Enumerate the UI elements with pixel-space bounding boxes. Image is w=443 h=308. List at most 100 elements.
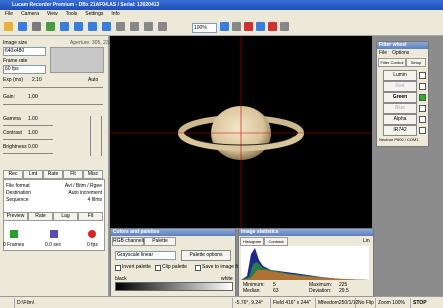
- toolbar-button[interactable]: [130, 22, 139, 31]
- tab[interactable]: Flt: [78, 212, 103, 221]
- toolbar-button[interactable]: [60, 22, 69, 31]
- label: Exp (ms): [3, 77, 23, 83]
- window-title: Lucam Recorder Premium - DBx 21AF04.AS /…: [12, 2, 159, 8]
- colors-panel: Colors and palettes RGB channels Palette …: [110, 228, 236, 297]
- zoom-combo[interactable]: 100%: [192, 23, 217, 33]
- menu-item[interactable]: File: [5, 10, 13, 19]
- image-size-combo[interactable]: 640x480: [3, 47, 46, 56]
- checkbox[interactable]: [419, 83, 426, 90]
- menu: File Options: [379, 50, 414, 56]
- frame-rate-combo[interactable]: 60 fps: [3, 65, 46, 74]
- toolbar-button[interactable]: [4, 22, 13, 31]
- checkbox[interactable]: [419, 94, 426, 101]
- play-button[interactable]: [10, 230, 18, 238]
- toolbar-button[interactable]: [158, 22, 167, 31]
- tab[interactable]: Contrast: [264, 237, 288, 246]
- checkbox[interactable]: [419, 116, 426, 123]
- toolbar-button[interactable]: [116, 22, 125, 31]
- slider: [90, 116, 91, 156]
- toolbar-button[interactable]: [144, 22, 153, 31]
- checkbox[interactable]: [419, 105, 426, 112]
- counter: 0 fps: [87, 242, 98, 248]
- tab[interactable]: Preview: [3, 212, 28, 221]
- menu-item[interactable]: Tools: [66, 10, 78, 19]
- checkbox[interactable]: [155, 265, 161, 271]
- menu-item[interactable]: Options: [392, 50, 409, 56]
- toolbar-button[interactable]: [32, 22, 41, 31]
- label: Lin: [363, 238, 370, 244]
- toolbar-button[interactable]: [18, 22, 27, 31]
- menu-item[interactable]: File: [379, 50, 387, 56]
- tab[interactable]: Flt: [63, 170, 83, 179]
- toolbar-button[interactable]: [280, 22, 289, 31]
- left-panel: Image size Aperture: 305, 230 640x480 Fr…: [0, 36, 109, 296]
- tab[interactable]: Filter Control: [378, 58, 406, 67]
- slider: [101, 116, 102, 156]
- toolbar-button[interactable]: [220, 22, 229, 31]
- toolbar-button[interactable]: [244, 22, 253, 31]
- toolbar-button[interactable]: [46, 22, 55, 31]
- stat-value: 29.5: [339, 288, 349, 294]
- filter-button[interactable]: Red: [383, 81, 417, 92]
- label: Brightness: [3, 144, 27, 150]
- toolbar: [0, 19, 443, 36]
- tab[interactable]: Rate: [43, 170, 63, 179]
- checkbox[interactable]: [195, 265, 201, 271]
- filter-button[interactable]: IR742: [383, 125, 417, 136]
- checkbox[interactable]: [419, 127, 426, 134]
- slider: [3, 87, 103, 88]
- palette-options-button[interactable]: Palette options: [181, 250, 231, 261]
- filter-button[interactable]: Alpha: [383, 114, 417, 125]
- menu-item[interactable]: Info: [111, 10, 119, 19]
- slider: [3, 125, 53, 126]
- status-field: -5.76°, 9.24°: [232, 298, 263, 308]
- menu-bar: File Camera View Tools Settings Info: [0, 10, 443, 19]
- info-label: Destination: [6, 190, 31, 196]
- tab[interactable]: Palette: [144, 237, 176, 246]
- palette-combo[interactable]: Grayscale linear: [115, 251, 176, 260]
- tab[interactable]: Rate: [28, 212, 53, 221]
- status-bar: D:\Film\-5.76°, 9.24°Field 416" x 244"Mf…: [0, 296, 443, 308]
- toolbar-button[interactable]: [268, 22, 277, 31]
- tab-strip: HistogramContrast: [240, 237, 290, 245]
- info-value: 4 films: [88, 197, 102, 203]
- histogram: [241, 246, 369, 280]
- palette-bar: [115, 282, 233, 291]
- tab[interactable]: Rec: [3, 170, 23, 179]
- tab[interactable]: Setup: [406, 58, 426, 67]
- menu-item[interactable]: View: [47, 10, 58, 19]
- checkbox[interactable]: [419, 72, 426, 79]
- pause-button[interactable]: [50, 230, 58, 238]
- tab[interactable]: Misc: [83, 170, 103, 179]
- tab[interactable]: Histogram: [240, 237, 264, 246]
- status-field: D:\Film\: [14, 298, 34, 308]
- tab[interactable]: Lmt: [23, 170, 43, 179]
- tab[interactable]: RGB channels: [112, 237, 144, 246]
- checkbox[interactable]: [115, 265, 121, 271]
- toolbar-button[interactable]: [88, 22, 97, 31]
- label: Auto: [88, 77, 98, 83]
- tab[interactable]: Lag: [53, 212, 78, 221]
- label: Contrast: [3, 130, 22, 136]
- toolbar-button[interactable]: [102, 22, 111, 31]
- menu-item[interactable]: Settings: [85, 10, 103, 19]
- toolbar-button[interactable]: [74, 22, 83, 31]
- filter-button[interactable]: Green: [383, 92, 417, 103]
- value: 1.00: [28, 116, 38, 122]
- filter-button[interactable]: Lumin: [383, 70, 417, 81]
- menu-item[interactable]: Camera: [21, 10, 39, 19]
- stats-panel: Image statistics HistogramContrast Lin M…: [238, 228, 374, 297]
- toolbar-button[interactable]: [256, 22, 265, 31]
- info-value: Auto increment: [68, 190, 102, 196]
- stat-label: Median:: [243, 288, 261, 294]
- toolbar-button[interactable]: [232, 22, 241, 31]
- record-button[interactable]: [88, 230, 96, 238]
- stat-label: Deviation:: [309, 288, 331, 294]
- panel-title: Colors and palettes: [111, 229, 235, 236]
- filter-button[interactable]: Blue: [383, 103, 417, 114]
- saturn-image: [110, 36, 372, 228]
